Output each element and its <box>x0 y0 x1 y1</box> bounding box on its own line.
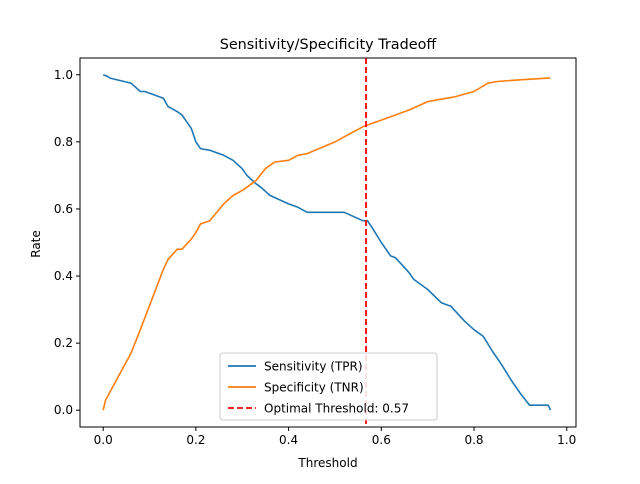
x-tick-label: 0.8 <box>464 433 483 447</box>
y-tick-label: 0.8 <box>54 135 73 149</box>
legend-box <box>219 352 438 421</box>
x-tick-label: 0.4 <box>279 433 298 447</box>
x-tick-label: 0.2 <box>186 433 205 447</box>
legend-label: Specificity (TNR) <box>264 381 364 395</box>
y-tick-label: 0.2 <box>54 336 73 350</box>
x-tick-label: 1.0 <box>557 433 576 447</box>
y-axis-ticks: 0.0 0.2 0.4 0.6 0.8 1.0 <box>54 68 80 417</box>
y-tick-label: 1.0 <box>54 68 73 82</box>
chart-title: Sensitivity/Specificity Tradeoff <box>220 37 438 53</box>
x-axis-label: Threshold <box>297 456 357 470</box>
x-tick-label: 0.6 <box>372 433 391 447</box>
y-axis-label: Rate <box>29 230 43 258</box>
series-line-specificity <box>102 77 551 411</box>
axes-frame <box>79 57 577 428</box>
y-tick-label: 0.0 <box>54 403 73 417</box>
legend: Sensitivity (TPR) Specificity (TNR) Optima… <box>219 352 438 421</box>
legend-label: Sensitivity (TPR) <box>264 360 363 374</box>
y-tick-label: 0.6 <box>54 202 73 216</box>
legend-label: Optimal Threshold: 0.57 <box>264 402 409 416</box>
series-line-sensitivity <box>102 74 552 411</box>
x-axis-ticks: 0.0 0.2 0.4 0.6 0.8 1.0 <box>94 427 576 447</box>
x-tick-label: 0.0 <box>94 433 113 447</box>
axes <box>79 57 577 428</box>
y-tick-label: 0.4 <box>54 269 73 283</box>
